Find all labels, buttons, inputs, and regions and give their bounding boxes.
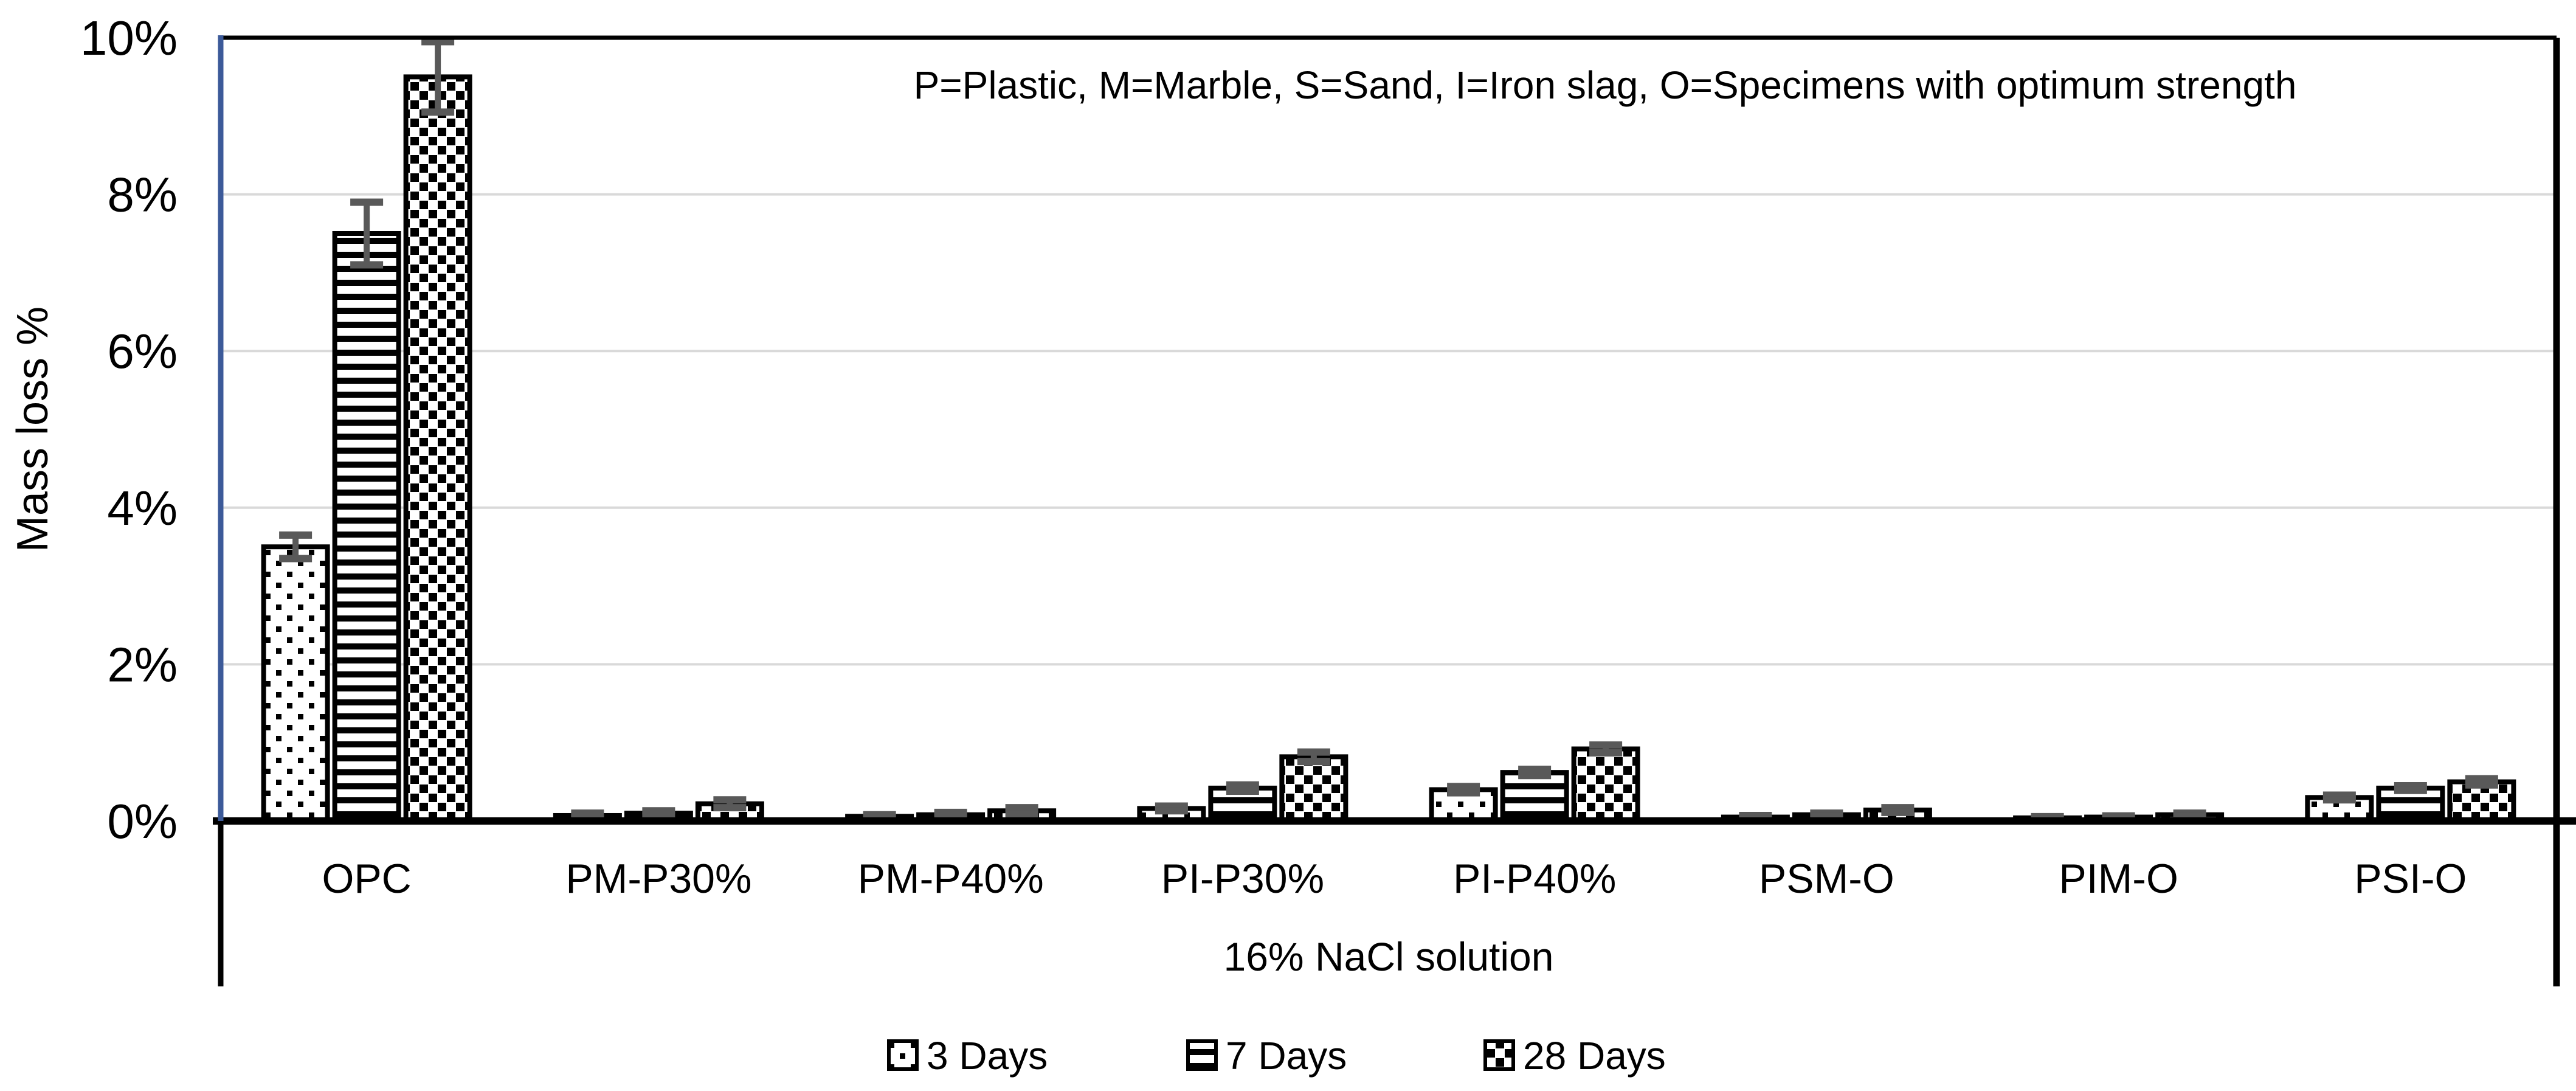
error-bar-28days-OPC bbox=[421, 38, 455, 116]
error-bar-7days-PI-P40% bbox=[1518, 765, 1552, 780]
error-bar-28days-PM-P30% bbox=[713, 796, 747, 812]
y-axis-title: Mass loss % bbox=[9, 307, 57, 552]
bar-28days-OPC bbox=[403, 74, 472, 823]
error-bars bbox=[279, 38, 2498, 823]
error-bar-7days-PI-P30% bbox=[1226, 781, 1259, 795]
bar-7days-PI-P40% bbox=[1500, 770, 1569, 824]
x-category-label-1: PM-P30% bbox=[565, 856, 751, 902]
legend-item-3days: 3 Days bbox=[887, 1034, 1048, 1078]
bar-7days-OPC bbox=[332, 231, 401, 823]
error-bar-28days-PM-P40% bbox=[1005, 804, 1038, 818]
error-bar-7days-PSI-O bbox=[2394, 782, 2427, 794]
error-bar-7days-OPC bbox=[350, 198, 384, 269]
error-bar-7days-PSM-O bbox=[1810, 809, 1843, 820]
axes bbox=[213, 35, 2576, 986]
error-bar-7days-PM-P30% bbox=[642, 807, 675, 819]
x-category-label-4: PI-P40% bbox=[1453, 856, 1616, 902]
gridlines bbox=[221, 193, 2557, 666]
y-tick-label-3: 6% bbox=[107, 324, 178, 378]
error-bar-3days-PI-P30% bbox=[1155, 802, 1188, 815]
error-bar-28days-PSI-O bbox=[2465, 775, 2498, 789]
error-bar-28days-PI-P40% bbox=[1589, 741, 1623, 757]
error-bar-3days-PM-P30% bbox=[571, 809, 604, 822]
error-bar-3days-PSI-O bbox=[2322, 791, 2356, 804]
legend-label-2: 28 Days bbox=[1523, 1034, 1666, 1078]
x-axis-line bbox=[213, 817, 2576, 825]
error-bar-7days-PM-P40% bbox=[934, 808, 967, 821]
bar-28days-PI-P40% bbox=[1571, 746, 1640, 824]
x-category-label-5: PSM-O bbox=[1759, 856, 1894, 902]
legend-item-28days: 28 Days bbox=[1483, 1034, 1666, 1078]
x-category-label-0: OPC bbox=[322, 856, 411, 902]
error-bar-28days-PIM-O bbox=[2173, 809, 2206, 820]
legend-label-0: 3 Days bbox=[927, 1034, 1048, 1078]
pattern-key-annotation: P=Plastic, M=Marble, S=Sand, I=Iron slag… bbox=[914, 63, 2297, 107]
error-bar-28days-PSM-O bbox=[1881, 804, 1915, 816]
legend-swatch-fine-dots-icon bbox=[887, 1039, 919, 1071]
legend-swatch-horizontal-stripes-icon bbox=[1186, 1039, 1218, 1071]
x-category-label-3: PI-P30% bbox=[1161, 856, 1324, 902]
legend-item-7days: 7 Days bbox=[1186, 1034, 1347, 1078]
y-tick-label-0: 0% bbox=[107, 794, 178, 848]
y-tick-label-4: 8% bbox=[107, 168, 178, 222]
x-axis-title: 16% NaCl solution bbox=[1224, 934, 1554, 979]
legend-label-1: 7 Days bbox=[1226, 1034, 1347, 1078]
x-category-label-6: PIM-O bbox=[2059, 856, 2178, 902]
error-bar-3days-OPC bbox=[279, 531, 313, 563]
error-bar-28days-PI-P30% bbox=[1297, 748, 1330, 766]
legend: 3 Days 7 Days 28 Days bbox=[887, 1034, 1666, 1078]
error-bar-3days-PI-P40% bbox=[1447, 783, 1480, 797]
x-category-label-2: PM-P40% bbox=[858, 856, 1044, 902]
x-category-label-7: PSI-O bbox=[2354, 856, 2467, 902]
y-tick-label-1: 2% bbox=[107, 637, 178, 691]
bars bbox=[261, 74, 2516, 824]
y-tick-label-2: 4% bbox=[107, 481, 178, 535]
bar-3days-OPC bbox=[261, 544, 330, 823]
bar-28days-PI-P30% bbox=[1279, 754, 1348, 824]
y-tick-label-5: 10% bbox=[80, 11, 178, 65]
legend-swatch-coarse-dots-icon bbox=[1483, 1039, 1515, 1071]
chart-text: 0% 2% 4% 6% 8% 10% OPC PM-P30% PM-P40% PI-P30% PI-… bbox=[9, 11, 2467, 979]
